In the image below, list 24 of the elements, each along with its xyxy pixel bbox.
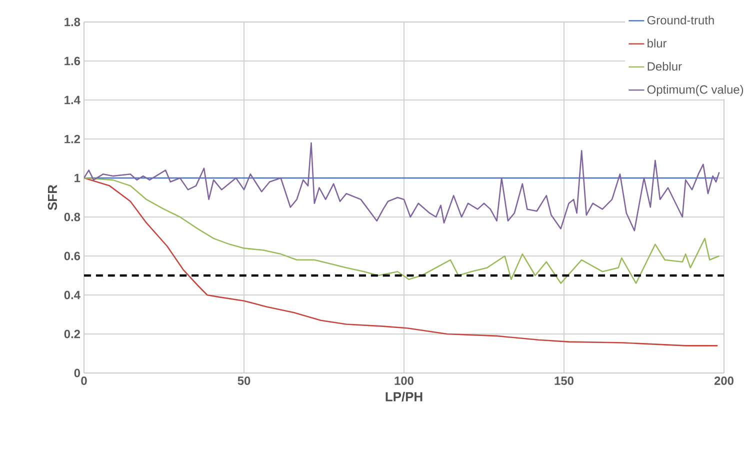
y-tick-label: 0 <box>74 368 80 378</box>
x-tick-label: 0 <box>81 376 87 385</box>
y-axis-title: SFR <box>48 184 58 210</box>
legend-label: Ground-truth <box>647 16 714 24</box>
legend-label: blur <box>648 38 667 48</box>
y-tick-label: 1 <box>74 174 80 182</box>
y-tick-label: 1.2 <box>64 134 80 144</box>
y-tick-label: 0.6 <box>64 252 80 260</box>
y-tick-label: 1.6 <box>64 56 80 66</box>
x-tick-label: 200 <box>714 376 734 385</box>
y-tick-label: 0.8 <box>64 212 80 222</box>
y-tick-label: 0.2 <box>64 330 80 338</box>
y-tick-label: 1.8 <box>64 18 80 26</box>
y-tick-label: 1.4 <box>64 96 80 104</box>
y-tick-label: 0.4 <box>64 290 80 300</box>
legend-label: Deblur <box>648 62 682 71</box>
line-series <box>84 142 720 232</box>
x-tick-label: 150 <box>554 376 574 385</box>
line-series <box>84 177 720 284</box>
x-tick-label: 100 <box>394 376 414 385</box>
x-axis-title: LP/PH <box>386 392 422 402</box>
x-tick-label: 50 <box>238 376 250 385</box>
line-series <box>84 177 718 346</box>
legend-label: Optimum(C value) <box>647 84 744 96</box>
